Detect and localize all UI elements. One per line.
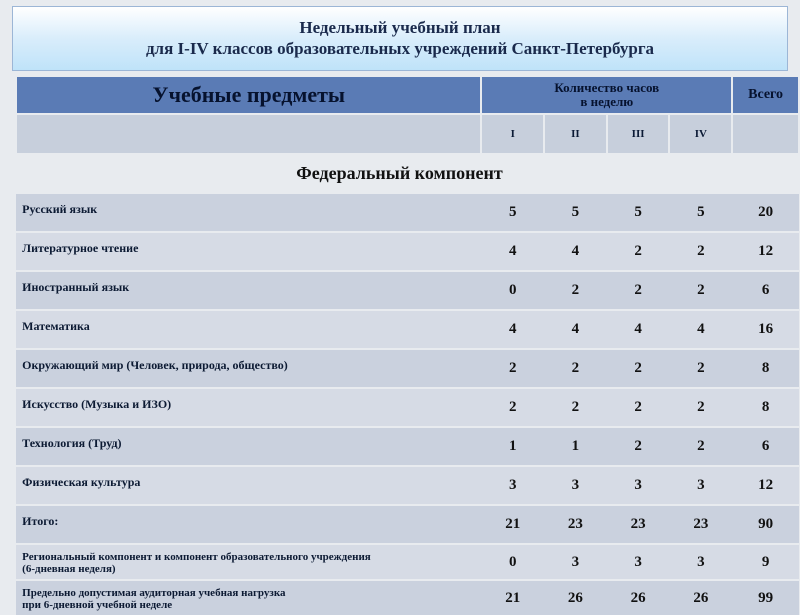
value-cell: 21	[481, 580, 544, 615]
value-cell: 4	[481, 310, 544, 349]
value-cell: 23	[544, 505, 607, 544]
table-row: Технология (Труд)11226	[0, 427, 799, 466]
total-cell: 99	[732, 580, 799, 615]
value-cell: 5	[481, 193, 544, 232]
value-cell: 2	[669, 271, 732, 310]
value-cell: 2	[607, 388, 670, 427]
total-cell: 8	[732, 388, 799, 427]
total-cell: 9	[732, 544, 799, 580]
total-cell: 20	[732, 193, 799, 232]
total-cell: 6	[732, 271, 799, 310]
table-row: Окружающий мир (Человек, природа, общест…	[0, 349, 799, 388]
table-row: Литературное чтение442212	[0, 232, 799, 271]
curriculum-table: Учебные предметы Количество часов в неде…	[0, 75, 800, 615]
total-cell: 90	[732, 505, 799, 544]
value-cell: 23	[669, 505, 732, 544]
subject-cell: Русский язык	[16, 193, 481, 232]
table-row: Математика444416	[0, 310, 799, 349]
grade-3: III	[607, 114, 670, 154]
table-row: Предельно допустимая аудиторная учебная …	[0, 580, 799, 615]
value-cell: 2	[669, 349, 732, 388]
page-title: Недельный учебный план для I-IV классов …	[12, 6, 788, 71]
value-cell: 3	[544, 544, 607, 580]
value-cell: 1	[481, 427, 544, 466]
title-line1: Недельный учебный план	[25, 17, 775, 38]
section-row: Федеральный компонент	[0, 154, 799, 193]
subject-cell: Искусство (Музыка и ИЗО)	[16, 388, 481, 427]
value-cell: 4	[607, 310, 670, 349]
value-cell: 23	[607, 505, 670, 544]
total-cell: 12	[732, 232, 799, 271]
subject-cell: Физическая культура	[16, 466, 481, 505]
table-row: Русский язык555520	[0, 193, 799, 232]
subject-cell: Технология (Труд)	[16, 427, 481, 466]
value-cell: 2	[607, 427, 670, 466]
table-row: Итого:2123232390	[0, 505, 799, 544]
table-row: Физическая культура333312	[0, 466, 799, 505]
value-cell: 0	[481, 271, 544, 310]
value-cell: 4	[544, 310, 607, 349]
table-row: Региональный компонент и компонент образ…	[0, 544, 799, 580]
value-cell: 4	[544, 232, 607, 271]
subject-cell: Математика	[16, 310, 481, 349]
section-title: Федеральный компонент	[0, 154, 799, 193]
value-cell: 3	[669, 544, 732, 580]
value-cell: 26	[607, 580, 670, 615]
value-cell: 3	[607, 466, 670, 505]
value-cell: 3	[544, 466, 607, 505]
value-cell: 4	[481, 232, 544, 271]
col-subjects: Учебные предметы	[16, 76, 481, 115]
subject-cell: Предельно допустимая аудиторная учебная …	[16, 580, 481, 615]
value-cell: 21	[481, 505, 544, 544]
subject-cell: Иностранный язык	[16, 271, 481, 310]
grade-2: II	[544, 114, 607, 154]
value-cell: 2	[669, 427, 732, 466]
value-cell: 26	[544, 580, 607, 615]
subject-cell: Итого:	[16, 505, 481, 544]
total-cell: 16	[732, 310, 799, 349]
value-cell: 3	[481, 466, 544, 505]
value-cell: 26	[669, 580, 732, 615]
value-cell: 5	[607, 193, 670, 232]
value-cell: 1	[544, 427, 607, 466]
grade-1: I	[481, 114, 544, 154]
value-cell: 2	[669, 388, 732, 427]
value-cell: 2	[669, 232, 732, 271]
total-cell: 6	[732, 427, 799, 466]
value-cell: 3	[607, 544, 670, 580]
value-cell: 2	[544, 388, 607, 427]
value-cell: 2	[607, 271, 670, 310]
col-total: Всего	[732, 76, 799, 115]
col-hours: Количество часов в неделю	[481, 76, 732, 115]
total-cell: 12	[732, 466, 799, 505]
value-cell: 5	[544, 193, 607, 232]
value-cell: 2	[607, 349, 670, 388]
value-cell: 2	[607, 232, 670, 271]
value-cell: 2	[544, 271, 607, 310]
subject-cell: Литературное чтение	[16, 232, 481, 271]
grade-4: IV	[669, 114, 732, 154]
value-cell: 2	[481, 349, 544, 388]
table-row: Искусство (Музыка и ИЗО)22228	[0, 388, 799, 427]
value-cell: 5	[669, 193, 732, 232]
value-cell: 2	[544, 349, 607, 388]
total-cell: 8	[732, 349, 799, 388]
value-cell: 3	[669, 466, 732, 505]
subject-cell: Региональный компонент и компонент образ…	[16, 544, 481, 580]
table-row: Иностранный язык02226	[0, 271, 799, 310]
title-line2: для I-IV классов образовательных учрежде…	[25, 38, 775, 59]
value-cell: 0	[481, 544, 544, 580]
table-header-row: Учебные предметы Количество часов в неде…	[0, 76, 799, 115]
subject-cell: Окружающий мир (Человек, природа, общест…	[16, 349, 481, 388]
value-cell: 2	[481, 388, 544, 427]
value-cell: 4	[669, 310, 732, 349]
grades-row: I II III IV	[0, 114, 799, 154]
